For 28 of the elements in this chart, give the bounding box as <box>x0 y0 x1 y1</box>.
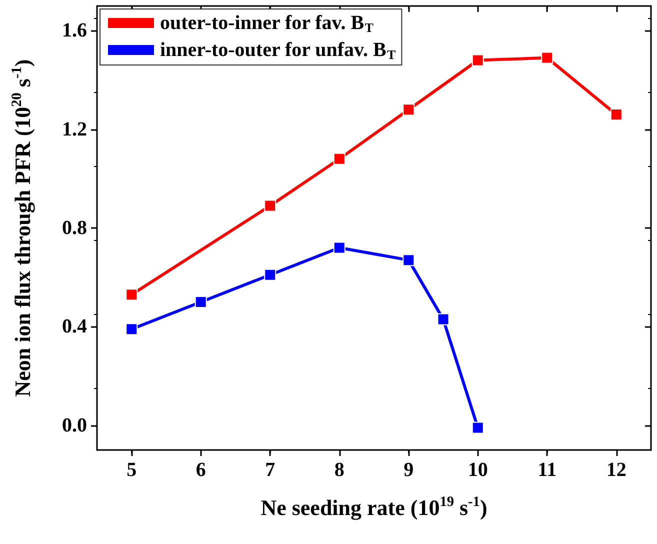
x-tick-label: 12 <box>606 459 626 481</box>
point <box>333 152 346 165</box>
point <box>541 52 554 64</box>
y-tick-label: 1.2 <box>62 118 87 140</box>
point <box>472 54 484 66</box>
point <box>333 242 346 254</box>
point <box>610 108 622 121</box>
x-tick-label: 10 <box>468 459 488 481</box>
point <box>126 288 138 301</box>
y-axis-title: Neon ion flux through PFR (1020 s-1) <box>9 59 35 397</box>
x-tick-label: 5 <box>126 459 137 481</box>
point <box>194 296 207 308</box>
point <box>126 323 138 336</box>
point <box>264 200 276 212</box>
y-tick-label: 0.0 <box>62 414 87 436</box>
y-tick-label: 0.4 <box>62 316 87 338</box>
x-tick-label: 9 <box>404 459 414 481</box>
y-tick-label: 1.6 <box>62 20 87 42</box>
x-tick-label: 6 <box>196 459 206 481</box>
point <box>437 313 450 326</box>
y-tick-label: 0.8 <box>62 217 87 239</box>
x-tick-label: 8 <box>334 459 344 481</box>
point <box>472 422 484 434</box>
point <box>264 268 276 281</box>
point <box>402 254 415 266</box>
x-tick-label: 7 <box>265 459 276 481</box>
point <box>402 104 415 116</box>
x-tick-label: 11 <box>538 459 557 481</box>
